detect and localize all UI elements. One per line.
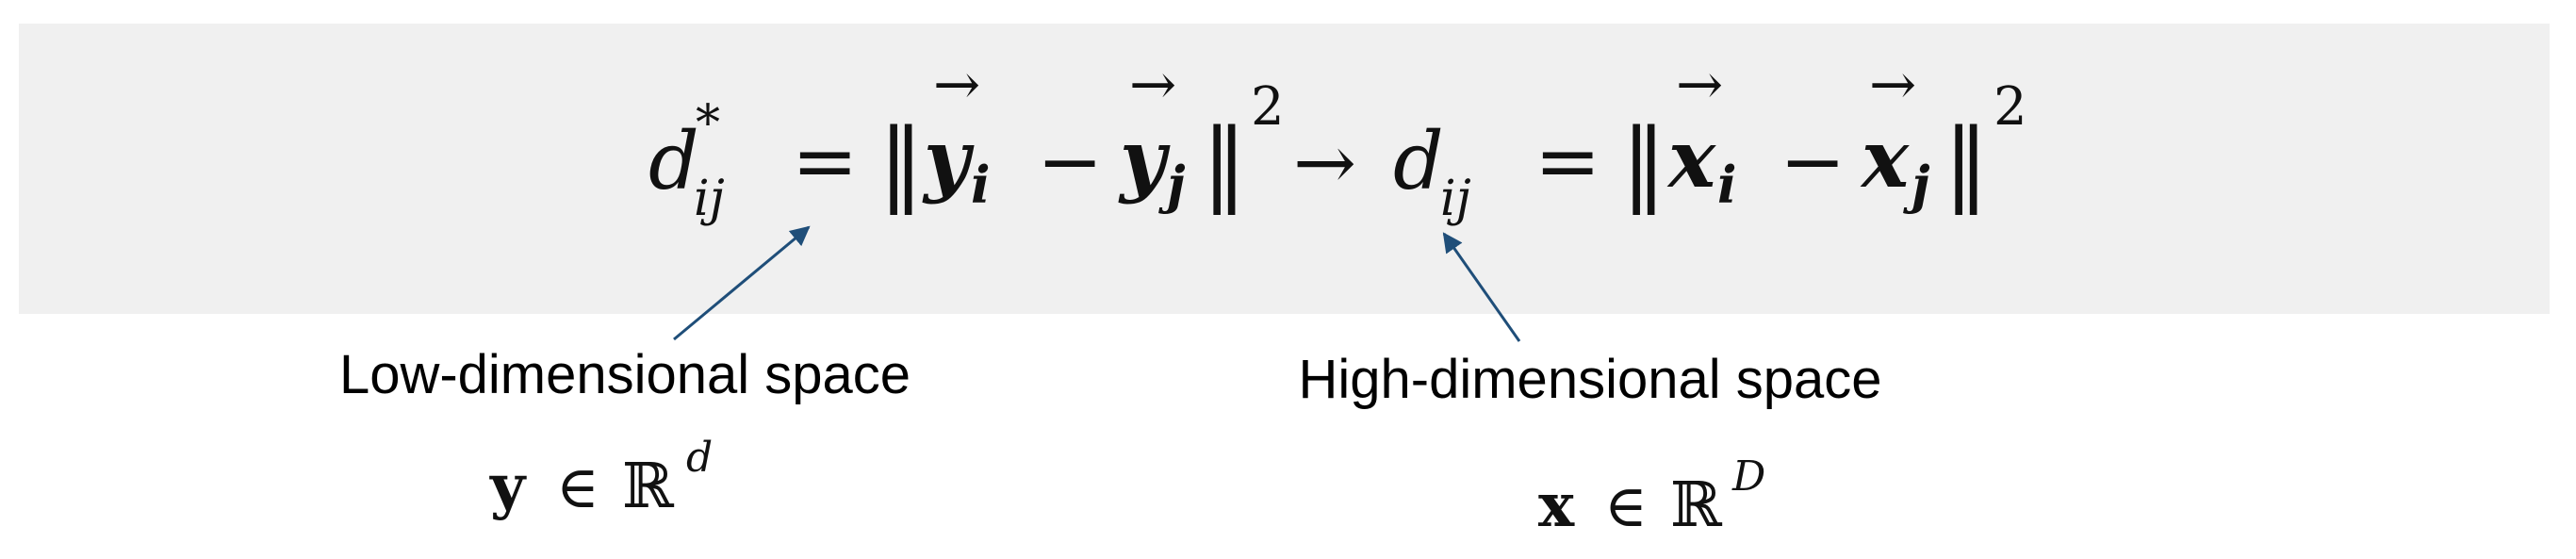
rhs-norm-close: ‖ [1944, 109, 1989, 215]
high-dim-exponent: D [1731, 452, 1765, 501]
lhs-minus-sign: − [1037, 115, 1103, 207]
x-i-subscript: i [1717, 155, 1737, 215]
x-i-vector: x [1666, 112, 1716, 206]
rhs-equals-sign: = [1534, 115, 1600, 207]
rhs-minus-sign: − [1780, 115, 1846, 207]
rhs-norm-open: ‖ [1621, 109, 1666, 215]
high-dim-label: High-dimensional space [1299, 349, 1882, 410]
lhs-distance-symbol: d [648, 115, 699, 207]
lhs-power: 2 [1251, 76, 1285, 138]
high-dim-annotation: High-dimensional space x ∈ ℝ D [1299, 349, 1882, 541]
high-dim-member-symbol: ∈ [1604, 471, 1648, 540]
rhs-distance-symbol: d [1393, 115, 1444, 207]
equation: d * ij = ‖ y → i − y → j ‖ 2 → d [648, 52, 2027, 227]
low-dim-label: Low-dimensional space [339, 344, 911, 405]
lhs-norm-close: ‖ [1202, 109, 1247, 215]
rhs-distance-subscript: ij [1440, 171, 1471, 227]
low-dim-pointer-arrow [673, 225, 811, 341]
high-dim-pointer-arrow [1442, 232, 1521, 342]
lhs-distance-subscript: ij [694, 171, 725, 227]
equation-banner [19, 24, 2550, 314]
high-dim-reals-symbol: ℝ [1670, 469, 1723, 541]
low-dim-member-symbol: ∈ [556, 452, 599, 521]
y-j-vector-arrow: → [1129, 52, 1176, 118]
y-i-vector-arrow: → [933, 52, 980, 118]
low-dim-annotation: Low-dimensional space y ∈ ℝ d [339, 344, 911, 522]
x-j-vector-arrow: → [1869, 52, 1916, 118]
y-i-subscript: i [971, 155, 991, 215]
x-j-vector: x [1860, 112, 1910, 206]
rhs-power: 2 [1994, 76, 2027, 138]
low-dim-variable: y [489, 452, 527, 522]
high-dim-variable: x [1538, 470, 1575, 541]
lhs-distance-superscript: * [696, 95, 720, 152]
low-dim-reals-symbol: ℝ [622, 450, 675, 522]
y-j-vector: y [1118, 112, 1171, 206]
x-i-vector-arrow: → [1676, 52, 1723, 118]
y-i-vector: y [922, 112, 975, 206]
lhs-equals-sign: = [792, 115, 858, 207]
lhs-norm-open: ‖ [878, 109, 924, 215]
low-dim-exponent: d [686, 434, 713, 482]
maps-to-arrow: → [1293, 119, 1356, 206]
